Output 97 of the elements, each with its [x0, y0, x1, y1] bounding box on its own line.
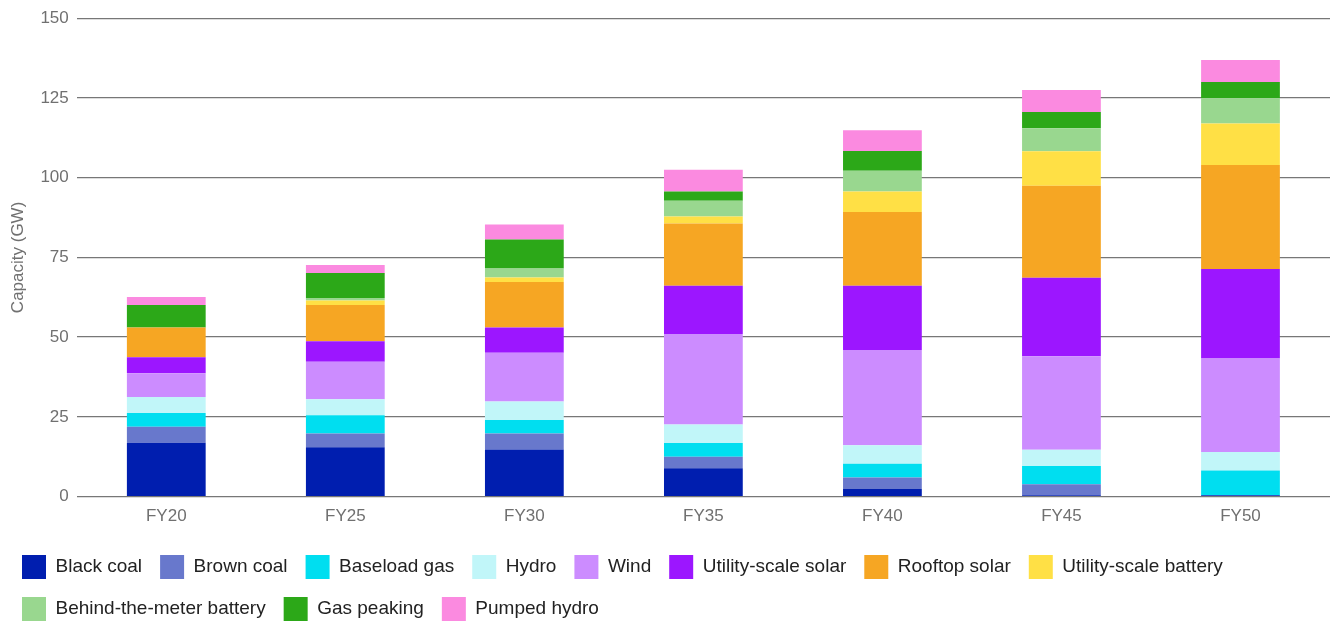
legend-label: Utility-scale battery	[1062, 555, 1224, 577]
bar	[305, 273, 385, 298]
bar	[1022, 151, 1101, 186]
bar	[484, 224, 564, 240]
bar	[1022, 277, 1101, 357]
bar	[305, 265, 385, 274]
bar	[843, 488, 922, 496]
bar	[663, 223, 743, 286]
y-tick-label: 75	[49, 247, 69, 267]
bar	[1201, 98, 1280, 124]
bar	[484, 420, 564, 434]
bar	[305, 361, 385, 400]
y-tick-label: 125	[40, 87, 69, 107]
bar	[305, 415, 385, 434]
bar	[305, 433, 385, 448]
legend-label: Black coal	[55, 555, 143, 577]
y-tick-label: 50	[49, 326, 69, 346]
legend-label: Utility-scale solar	[702, 555, 847, 577]
bar	[484, 239, 564, 269]
bar	[1022, 465, 1101, 485]
bar	[663, 456, 743, 469]
x-tick-label: FY25	[324, 506, 366, 526]
bar	[1022, 356, 1101, 450]
legend-label: Hydro	[505, 555, 557, 577]
bar	[484, 449, 564, 496]
bar	[305, 447, 385, 496]
legend-label: Wind	[607, 555, 652, 577]
bar	[126, 397, 206, 414]
legend-label: Behind-the-meter battery	[55, 597, 267, 619]
bar	[1201, 470, 1280, 496]
bar	[126, 296, 206, 305]
bar	[843, 349, 922, 446]
bar	[1022, 111, 1101, 129]
bar	[663, 443, 743, 457]
bar	[843, 150, 922, 171]
bar	[663, 285, 743, 334]
bar	[1022, 185, 1101, 278]
bar	[1022, 449, 1101, 466]
bar	[843, 170, 922, 192]
bar	[126, 327, 206, 358]
bar	[305, 300, 385, 305]
bar	[1022, 89, 1101, 112]
y-tick-label: 0	[59, 486, 69, 506]
bar	[843, 130, 922, 151]
bar	[843, 463, 922, 478]
bar	[484, 401, 564, 421]
bar	[843, 191, 922, 213]
legend-label: Gas peaking	[317, 597, 424, 619]
bar	[843, 477, 922, 489]
bar	[663, 216, 743, 224]
bar	[305, 304, 385, 342]
bar	[126, 373, 206, 398]
bar	[1201, 268, 1280, 359]
y-tick-label: 100	[40, 167, 69, 187]
bar	[1022, 484, 1101, 496]
bar	[484, 277, 564, 282]
x-tick-label: FY35	[683, 506, 724, 526]
x-tick-label: FY20	[145, 506, 187, 526]
legend-label: Brown coal	[193, 555, 288, 577]
bar	[1201, 358, 1280, 452]
y-tick-label: 25	[49, 406, 69, 426]
bar	[305, 341, 385, 362]
bar	[1022, 128, 1101, 152]
x-tick-label: FY30	[504, 506, 545, 526]
bar	[126, 442, 206, 496]
bar	[663, 200, 743, 217]
bar	[1201, 81, 1280, 99]
bar	[663, 424, 743, 444]
bar	[484, 352, 564, 402]
bar	[843, 212, 922, 286]
bar	[484, 268, 564, 278]
bar	[126, 357, 206, 374]
bar	[126, 413, 206, 427]
legend-label: Pumped hydro	[475, 597, 599, 619]
bar	[305, 399, 385, 416]
bar	[843, 285, 922, 350]
bar	[126, 304, 206, 328]
legend-label: Rooftop solar	[897, 555, 1012, 577]
bar	[1201, 451, 1280, 471]
x-tick-label: FY50	[1220, 506, 1261, 526]
bar	[484, 327, 564, 353]
bar	[663, 191, 743, 201]
x-tick-label: FY45	[1041, 506, 1082, 526]
bar	[1201, 123, 1280, 165]
x-tick-label: FY40	[862, 506, 903, 526]
bar	[484, 281, 564, 328]
bar	[843, 445, 922, 464]
bar	[663, 169, 743, 192]
y-tick-label: 150	[40, 7, 69, 27]
y-axis-title: Capacity (GW)	[7, 201, 27, 314]
legend-label: Baseload gas	[339, 555, 455, 577]
bar	[663, 468, 743, 496]
bar	[1201, 164, 1280, 269]
bar	[126, 426, 206, 443]
bar	[663, 333, 743, 425]
bar	[484, 433, 564, 450]
bar	[1201, 59, 1280, 82]
